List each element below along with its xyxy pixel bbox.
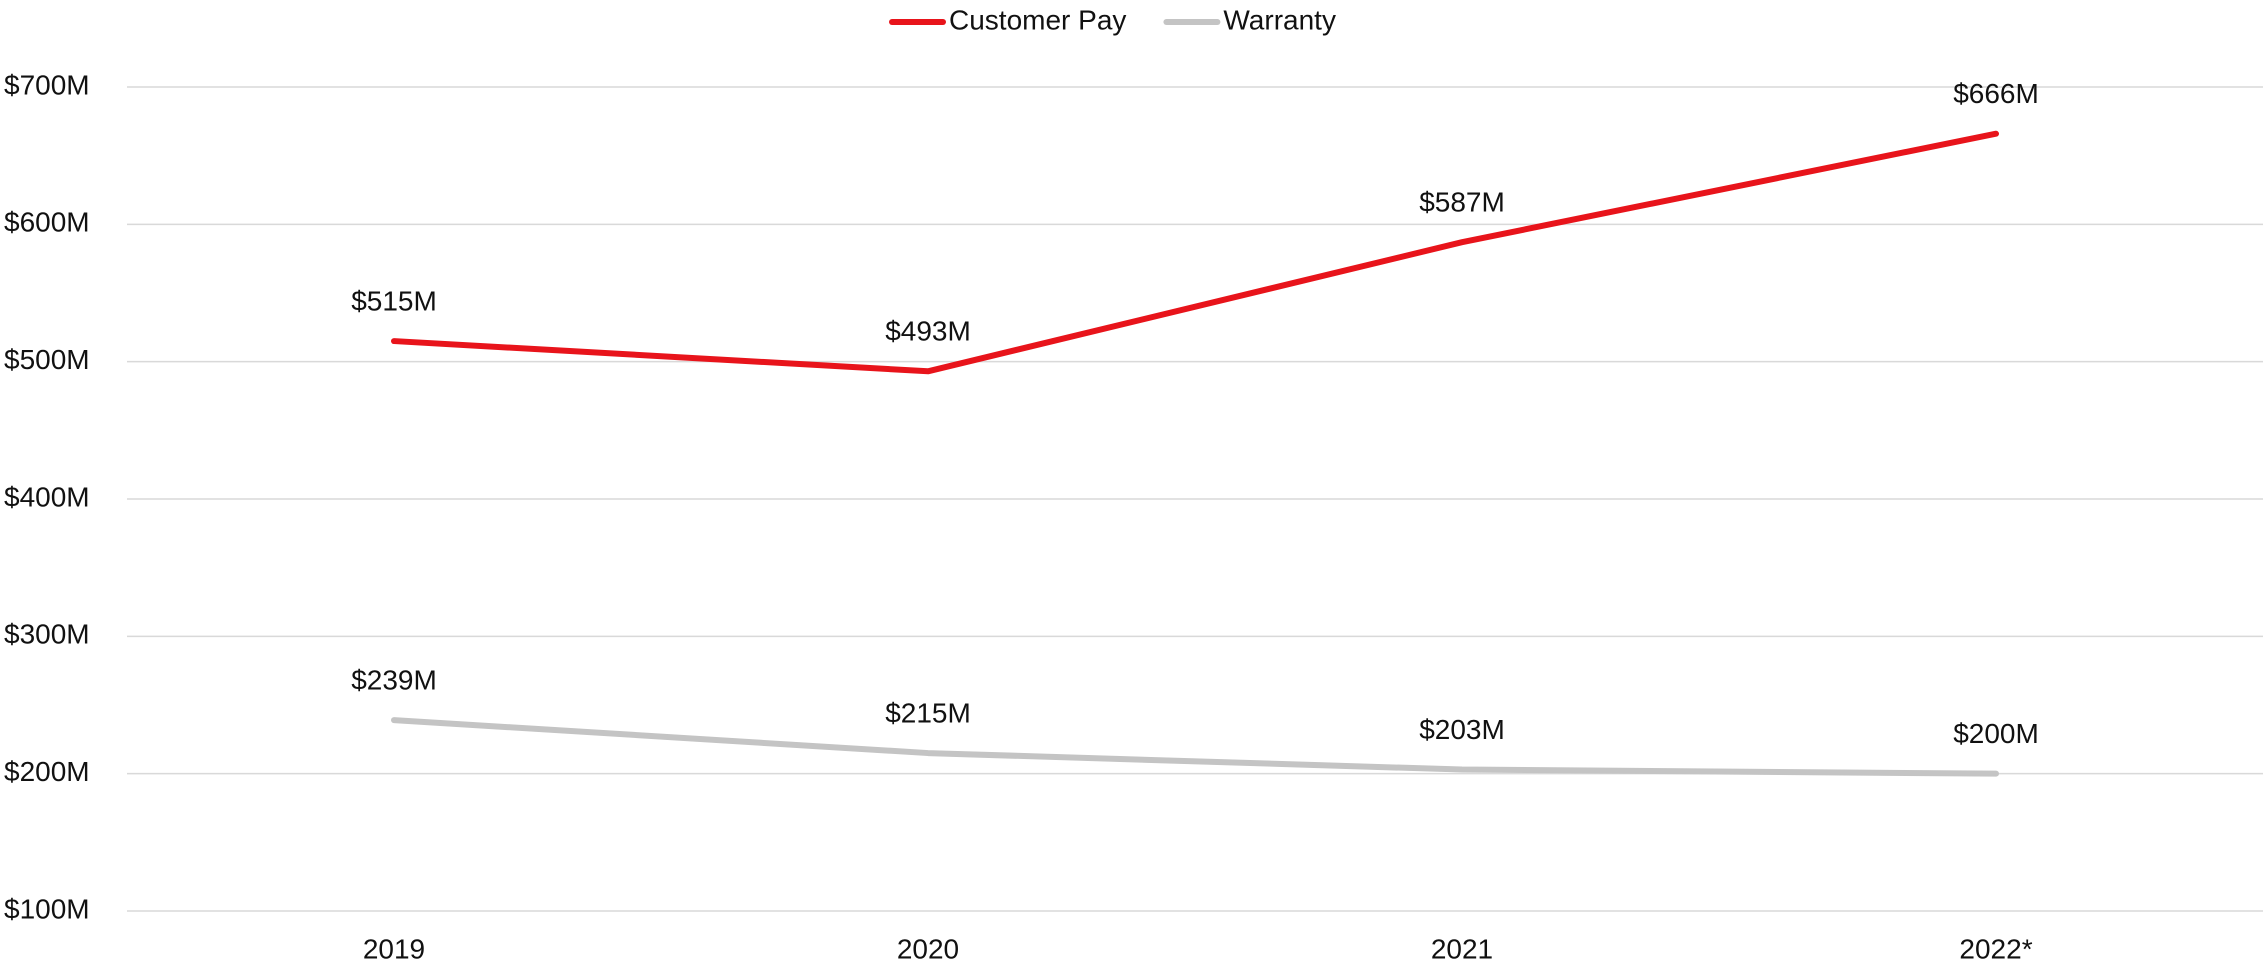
x-tick-label: 2019 xyxy=(363,933,425,964)
data-label: $200M xyxy=(1953,718,2039,749)
y-tick-label: $500M xyxy=(4,344,90,375)
data-label: $239M xyxy=(351,664,437,695)
x-tick-label: 2022* xyxy=(1959,933,2032,964)
data-label: $493M xyxy=(885,316,971,347)
data-label: $203M xyxy=(1419,714,1505,745)
series-line xyxy=(391,130,1999,375)
series-line xyxy=(391,717,1999,777)
y-tick-label: $400M xyxy=(4,481,90,512)
legend-label: Customer Pay xyxy=(949,4,1126,35)
data-label: $587M xyxy=(1419,187,1505,218)
legend-label: Warranty xyxy=(1223,4,1336,35)
data-label: $515M xyxy=(351,285,437,316)
x-tick-label: 2021 xyxy=(1431,933,1493,964)
y-tick-label: $300M xyxy=(4,619,90,650)
x-tick-label: 2020 xyxy=(897,933,959,964)
y-tick-label: $700M xyxy=(4,69,90,100)
y-tick-label: $100M xyxy=(4,893,90,924)
data-label: $215M xyxy=(885,697,971,728)
y-tick-label: $600M xyxy=(4,207,90,238)
data-label: $666M xyxy=(1953,78,2039,109)
y-tick-label: $200M xyxy=(4,756,90,787)
